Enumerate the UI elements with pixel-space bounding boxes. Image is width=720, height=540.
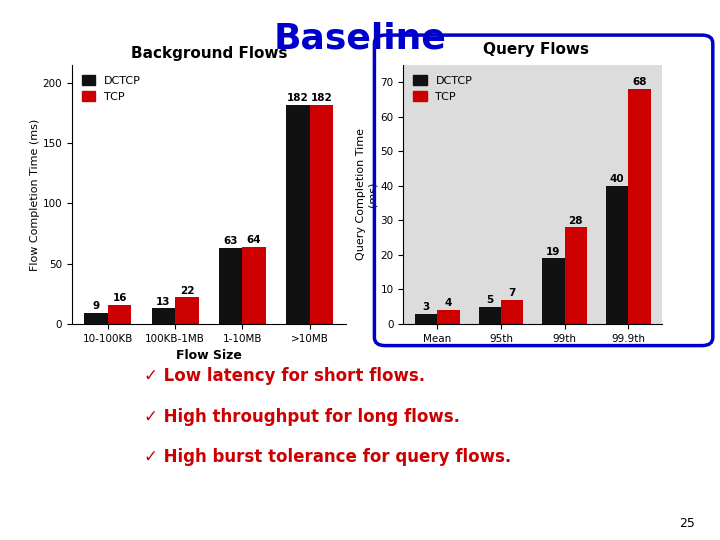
- Bar: [175, 298, 199, 324]
- Legend: DCTCP, TCP: DCTCP, TCP: [78, 70, 145, 106]
- Text: 22: 22: [180, 286, 194, 296]
- Text: 5: 5: [486, 295, 493, 305]
- Title: Background Flows: Background Flows: [130, 46, 287, 61]
- Bar: [479, 307, 501, 324]
- Text: ✓ High throughput for long flows.: ✓ High throughput for long flows.: [144, 408, 460, 426]
- Bar: [437, 310, 459, 324]
- Text: 182: 182: [287, 93, 309, 103]
- Text: 68: 68: [632, 77, 647, 87]
- Bar: [243, 247, 266, 324]
- Y-axis label: Flow Completion Time (ms): Flow Completion Time (ms): [30, 118, 40, 271]
- Text: 25: 25: [679, 517, 695, 530]
- Y-axis label: Query Completion Time
(ms): Query Completion Time (ms): [356, 129, 377, 260]
- Text: 63: 63: [223, 236, 238, 246]
- Text: 182: 182: [310, 93, 332, 103]
- Bar: [286, 105, 310, 324]
- Text: Baseline: Baseline: [274, 22, 446, 56]
- Bar: [501, 300, 523, 324]
- Text: ✓ Low latency for short flows.: ✓ Low latency for short flows.: [144, 367, 425, 385]
- Bar: [629, 89, 651, 324]
- Text: ✓ High burst tolerance for query flows.: ✓ High burst tolerance for query flows.: [144, 448, 511, 466]
- Legend: DCTCP, TCP: DCTCP, TCP: [409, 70, 477, 106]
- X-axis label: Flow Size: Flow Size: [176, 349, 242, 362]
- Text: 4: 4: [445, 299, 452, 308]
- Bar: [152, 308, 175, 324]
- Bar: [219, 248, 243, 324]
- Bar: [84, 313, 108, 324]
- Bar: [564, 227, 587, 324]
- Text: 28: 28: [569, 215, 583, 226]
- Text: 9: 9: [93, 301, 100, 312]
- Bar: [108, 305, 132, 324]
- Text: 7: 7: [508, 288, 516, 298]
- Bar: [606, 186, 629, 324]
- Text: 3: 3: [423, 302, 430, 312]
- Text: 64: 64: [247, 235, 261, 245]
- Bar: [542, 258, 564, 324]
- Text: 13: 13: [156, 296, 171, 307]
- Bar: [415, 314, 437, 324]
- Text: Query Flows: Query Flows: [483, 42, 590, 57]
- Text: 19: 19: [546, 247, 561, 256]
- Bar: [310, 105, 333, 324]
- Text: 40: 40: [610, 174, 624, 184]
- Text: 16: 16: [112, 293, 127, 303]
